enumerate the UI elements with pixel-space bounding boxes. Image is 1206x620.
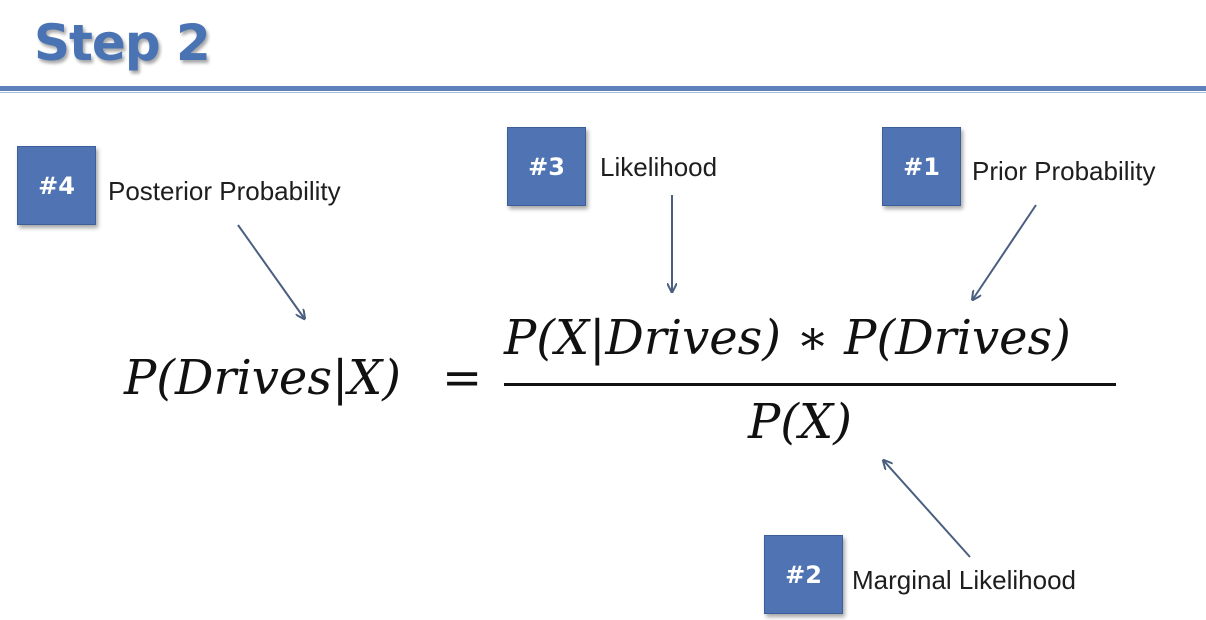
- title-underline-shadow: [0, 92, 1206, 93]
- arrow-marginal: [884, 461, 971, 558]
- formula-denominator: P(X): [748, 394, 852, 450]
- fraction-bar: [504, 383, 1116, 386]
- title-underline: [0, 86, 1206, 91]
- label-prior-probability: Prior Probability: [972, 156, 1156, 186]
- formula-equals: =: [442, 350, 483, 406]
- badge-4: #4: [17, 146, 96, 225]
- formula-lhs: P(Drives|X): [124, 350, 402, 406]
- arrow-posterior: [237, 224, 304, 318]
- badge-3: #3: [507, 127, 586, 206]
- label-likelihood: Likelihood: [600, 152, 718, 182]
- arrow-prior: [973, 204, 1037, 299]
- label-marginal-likelihood: Marginal Likelihood: [852, 565, 1077, 595]
- slide-title: Step 2: [34, 14, 211, 72]
- label-posterior-probability: Posterior Probability: [108, 176, 341, 206]
- formula-numerator: P(X|Drives) ∗ P(Drives): [504, 310, 1071, 366]
- badge-1: #1: [882, 127, 961, 206]
- badge-2: #2: [764, 535, 843, 614]
